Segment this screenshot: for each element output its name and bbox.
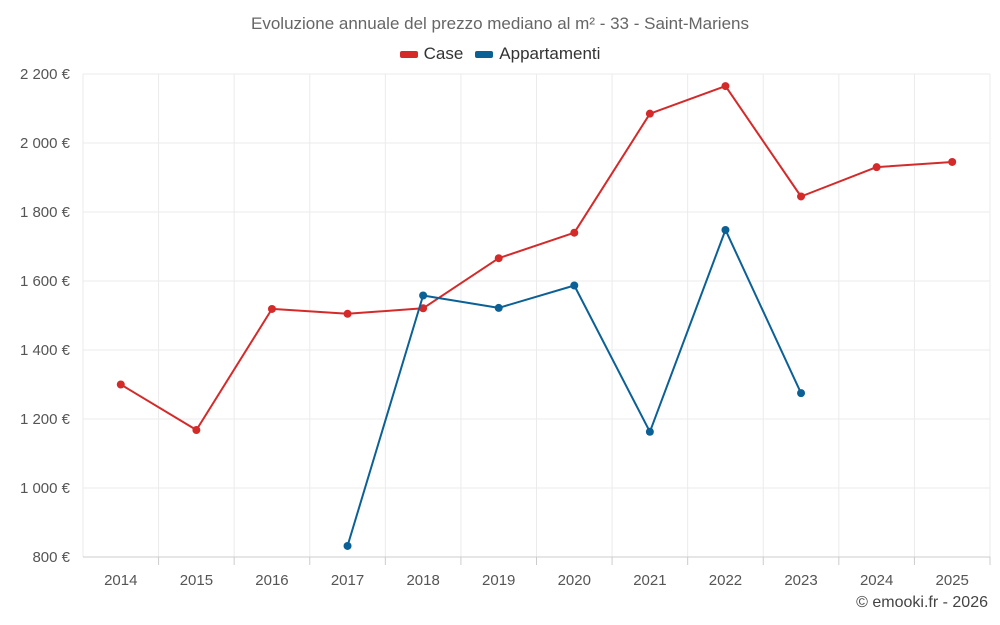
data-point-appartamenti (797, 389, 806, 398)
data-point-appartamenti (494, 303, 503, 312)
data-point-case (192, 426, 201, 435)
x-tick-label: 2016 (255, 572, 288, 589)
data-point-appartamenti (721, 225, 730, 234)
series-line-appartamenti (346, 228, 802, 547)
legend: Case Appartamenti (0, 44, 1000, 64)
y-tick-label: 2 200 € (20, 66, 71, 83)
data-point-case (116, 380, 125, 389)
y-tick-label: 1 600 € (20, 273, 71, 290)
y-tick-label: 1 000 € (20, 480, 71, 497)
data-point-appartamenti (645, 427, 654, 436)
x-tick-label: 2015 (180, 572, 213, 589)
x-tick-label: 2022 (709, 572, 742, 589)
data-point-case (872, 163, 881, 172)
chart-title: Evoluzione annuale del prezzo mediano al… (251, 14, 749, 33)
data-point-case (419, 304, 428, 313)
data-point-case (948, 157, 957, 166)
data-point-appartamenti (419, 291, 428, 300)
series-line-case (120, 85, 953, 431)
y-tick-label: 800 € (32, 549, 70, 566)
y-tick-label: 2 000 € (20, 135, 71, 152)
x-tick-label: 2023 (784, 572, 817, 589)
x-tick-label: 2017 (331, 572, 364, 589)
x-tick-label: 2014 (104, 572, 137, 589)
data-point-case (721, 82, 730, 91)
data-point-case (645, 109, 654, 118)
legend-item-case[interactable]: Case (399, 44, 464, 64)
x-tick-label: 2019 (482, 572, 515, 589)
data-point-appartamenti (570, 281, 579, 290)
y-tick-label: 1 800 € (20, 204, 71, 221)
legend-label-appartamenti: Appartamenti (499, 44, 601, 63)
x-tick-label: 2024 (860, 572, 893, 589)
legend-item-appartamenti[interactable]: Appartamenti (475, 44, 600, 64)
y-tick-label: 1 200 € (20, 411, 71, 428)
x-tick-label: 2018 (406, 572, 439, 589)
legend-label-case: Case (423, 44, 464, 63)
data-point-case (267, 304, 276, 313)
data-point-appartamenti (343, 541, 352, 550)
x-tick-label: 2020 (558, 572, 591, 589)
legend-swatch-appartamenti (475, 50, 494, 58)
data-point-case (343, 309, 352, 318)
legend-swatch-case (399, 50, 418, 58)
y-tick-label: 1 400 € (20, 342, 71, 359)
data-point-case (797, 192, 806, 201)
x-tick-label: 2025 (936, 572, 969, 589)
data-point-case (570, 228, 579, 237)
data-point-case (494, 254, 503, 263)
x-tick-label: 2021 (633, 572, 666, 589)
copyright-text: © emooki.fr - 2026 (856, 594, 988, 611)
